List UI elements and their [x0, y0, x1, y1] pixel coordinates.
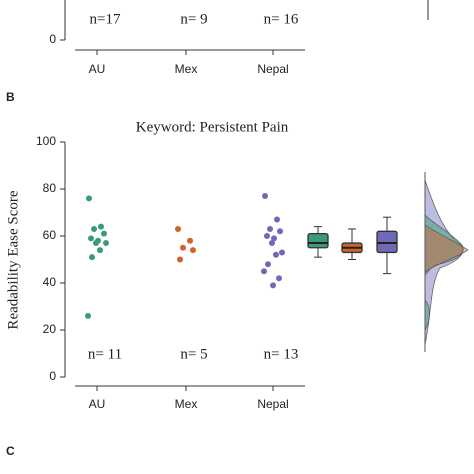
point: [97, 247, 103, 254]
x-tick-label: AU: [89, 397, 106, 411]
point: [91, 225, 97, 232]
density-decor: [424, 0, 469, 352]
x-tick-label: Mex: [175, 397, 198, 411]
point: [274, 216, 280, 223]
point: [93, 240, 99, 247]
point: [88, 235, 94, 242]
y-tick-label: 0: [49, 369, 56, 383]
box: [307, 232, 329, 249]
point: [276, 275, 282, 282]
n-label: n= 13: [264, 346, 299, 362]
point: [261, 268, 267, 275]
point: [265, 261, 271, 268]
point: [273, 251, 279, 258]
x-tick-label: Mex: [175, 62, 198, 76]
point: [85, 312, 91, 319]
point: [190, 247, 196, 254]
point: [175, 225, 181, 232]
y-tick-label: 40: [43, 275, 57, 289]
n-label: n= 11: [88, 346, 122, 362]
x-tick-label: Nepal: [257, 62, 288, 76]
point: [180, 244, 186, 251]
chart-title: Keyword: Persistent Pain: [136, 119, 289, 135]
x-tick-label: AU: [89, 62, 106, 76]
n-label: n= 16: [264, 11, 299, 27]
point: [101, 230, 107, 237]
y-tick-label: 100: [36, 134, 56, 148]
y-tick-label: 20: [43, 322, 57, 336]
point: [98, 223, 104, 230]
n-label: n= 5: [180, 346, 207, 362]
point: [270, 282, 276, 289]
y-axis-label: Readability Ease Score: [5, 190, 21, 329]
y-tick-label: 60: [43, 228, 57, 242]
box: [376, 230, 398, 254]
point: [267, 225, 273, 232]
point: [271, 235, 277, 242]
point: [103, 240, 109, 247]
y-tick-label: 0: [49, 32, 56, 46]
point: [89, 254, 95, 261]
point: [187, 237, 193, 244]
point: [277, 228, 283, 235]
panel-label: B: [6, 90, 15, 104]
point: [269, 240, 275, 247]
y-tick-label: 80: [43, 181, 57, 195]
n-label: n= 9: [180, 11, 207, 27]
point: [264, 233, 270, 239]
point: [279, 249, 285, 256]
n-label: n=17: [90, 11, 121, 27]
panel-label: C: [6, 444, 15, 458]
x-tick-label: Nepal: [257, 397, 288, 411]
point: [86, 195, 92, 202]
point: [177, 256, 183, 263]
point: [262, 193, 268, 200]
